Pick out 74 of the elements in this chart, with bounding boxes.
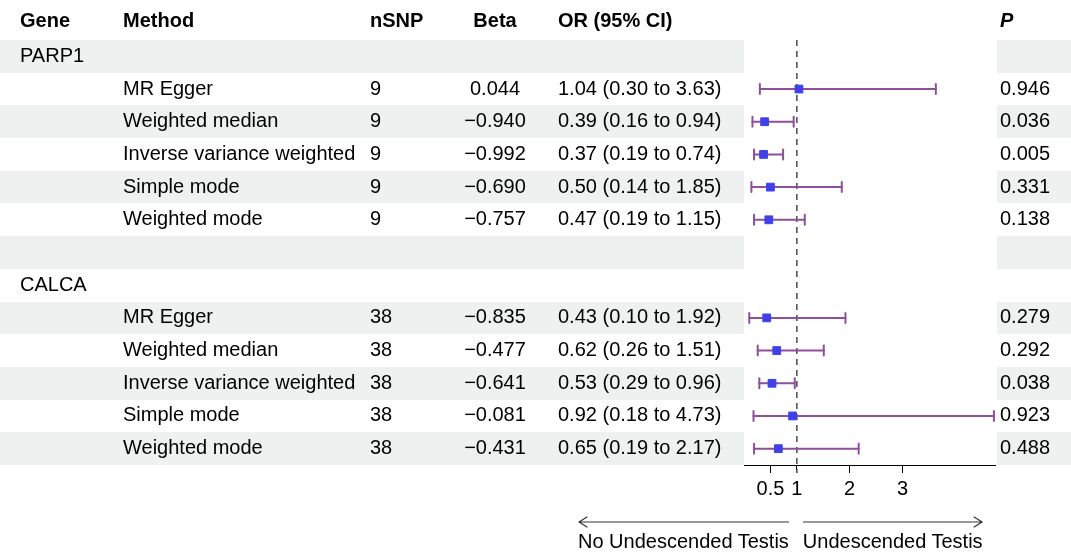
x-tick-label: 2 [844, 476, 856, 499]
data-label: 0.62 (0.26 to 1.51) [558, 338, 722, 361]
text: Inverse variance weighted [123, 370, 356, 393]
data-label: 0.50 (0.14 to 1.85) [558, 174, 722, 197]
text: nSNP [370, 8, 424, 31]
text: 38 [370, 305, 393, 328]
point [762, 313, 772, 323]
data-label: 0.65 (0.19 to 2.17) [558, 436, 722, 459]
text: Gene [20, 8, 71, 31]
text: OR (95% CI) [558, 8, 673, 31]
text: −0.431 [464, 436, 526, 459]
text: 0.292 [1000, 338, 1051, 361]
text: No Undescended Testis [577, 529, 789, 552]
text: Method [123, 8, 195, 31]
text: 0.331 [1000, 174, 1051, 197]
text: 0.036 [1000, 109, 1051, 132]
text: Beta [473, 8, 518, 31]
data-label: 0.43 (0.10 to 1.92) [558, 305, 722, 328]
text: 9 [370, 207, 382, 230]
text: 9 [370, 76, 382, 99]
text: 0.138 [1000, 207, 1051, 230]
data-label: 0.92 (0.18 to 4.73) [558, 403, 722, 426]
text: −0.690 [464, 174, 526, 197]
point [794, 84, 804, 94]
text: CALCA [20, 272, 87, 295]
text: P [1000, 8, 1014, 31]
text: Inverse variance weighted [123, 141, 356, 164]
text: Weighted median [123, 109, 279, 132]
text: 38 [370, 370, 393, 393]
data-label: 0.37 (0.19 to 0.74) [558, 141, 722, 164]
text: MR Egger [123, 305, 214, 328]
text: Weighted mode [123, 207, 263, 230]
point [766, 182, 775, 192]
text: Undescended Testis [802, 529, 983, 552]
point [772, 346, 782, 355]
text: Simple mode [123, 403, 240, 426]
text: Weighted mode [123, 436, 263, 459]
text: −0.940 [464, 109, 526, 132]
text: MR Egger [123, 76, 214, 99]
text: 38 [370, 403, 393, 426]
x-tick-label: 1 [791, 476, 803, 499]
data-label: 1.04 (0.30 to 3.63) [558, 76, 722, 99]
point [767, 378, 777, 388]
text: 0.946 [1000, 76, 1051, 99]
text: 38 [370, 436, 393, 459]
text: Simple mode [123, 174, 240, 197]
text: 0.038 [1000, 370, 1051, 393]
point [760, 117, 769, 127]
text: −0.992 [464, 141, 526, 164]
text: −0.757 [464, 207, 526, 230]
point [764, 215, 774, 225]
text: 38 [370, 338, 393, 361]
text: 0.005 [1000, 141, 1051, 164]
point [788, 411, 797, 421]
text: Weighted median [123, 338, 279, 361]
text: 0.488 [1000, 436, 1051, 459]
x-tick-label: 3 [896, 476, 909, 499]
text: 0.923 [1000, 403, 1051, 426]
text: 9 [370, 109, 382, 132]
x-tick-label: 0.5 [756, 476, 785, 499]
text: 0.279 [1000, 305, 1051, 328]
data-label: 0.47 (0.19 to 1.15) [558, 207, 722, 230]
text: −0.835 [464, 305, 526, 328]
text: 0.044 [469, 76, 521, 99]
text: −0.641 [464, 370, 526, 393]
point [759, 150, 768, 159]
text: −0.477 [464, 338, 526, 361]
data-label: 0.53 (0.29 to 0.96) [558, 370, 722, 393]
text: PARP1 [20, 43, 85, 66]
text: 9 [370, 141, 382, 164]
text: 9 [370, 174, 382, 197]
point [773, 444, 783, 454]
text: −0.081 [464, 403, 526, 426]
data-label: 0.39 (0.16 to 0.94) [558, 109, 722, 132]
